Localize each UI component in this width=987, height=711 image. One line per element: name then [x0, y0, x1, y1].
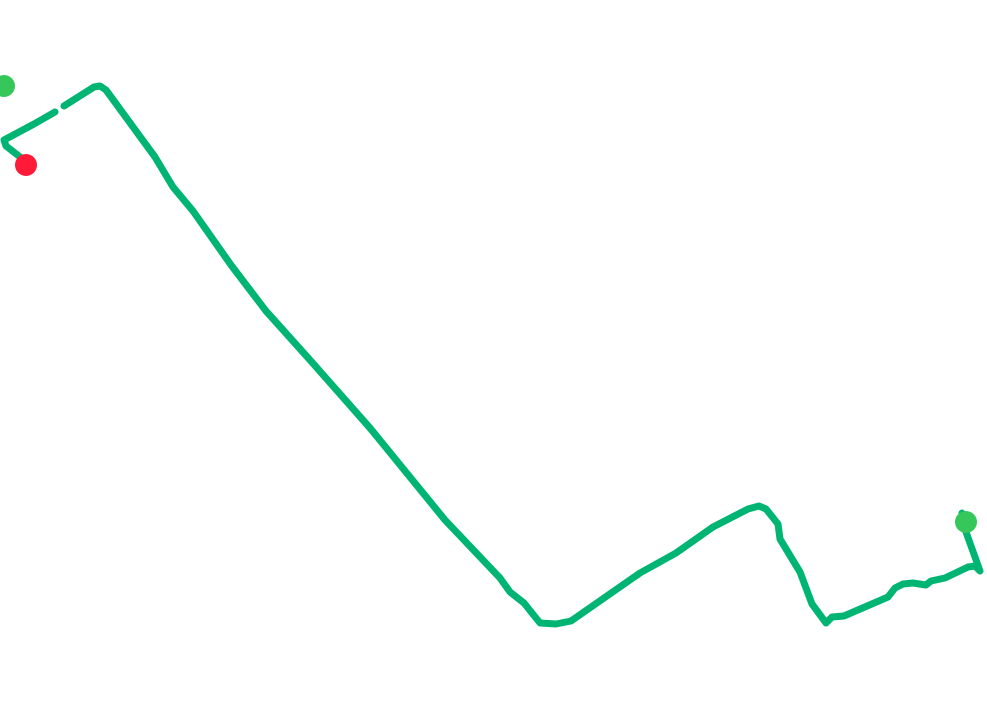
route-layer [0, 82, 984, 628]
waypoint-marker[interactable] [955, 511, 977, 533]
start-marker[interactable] [0, 75, 15, 97]
end-marker[interactable] [15, 154, 37, 176]
marker-layer [0, 75, 977, 533]
route-line-segment [60, 82, 984, 628]
route-line-segment [0, 108, 59, 164]
